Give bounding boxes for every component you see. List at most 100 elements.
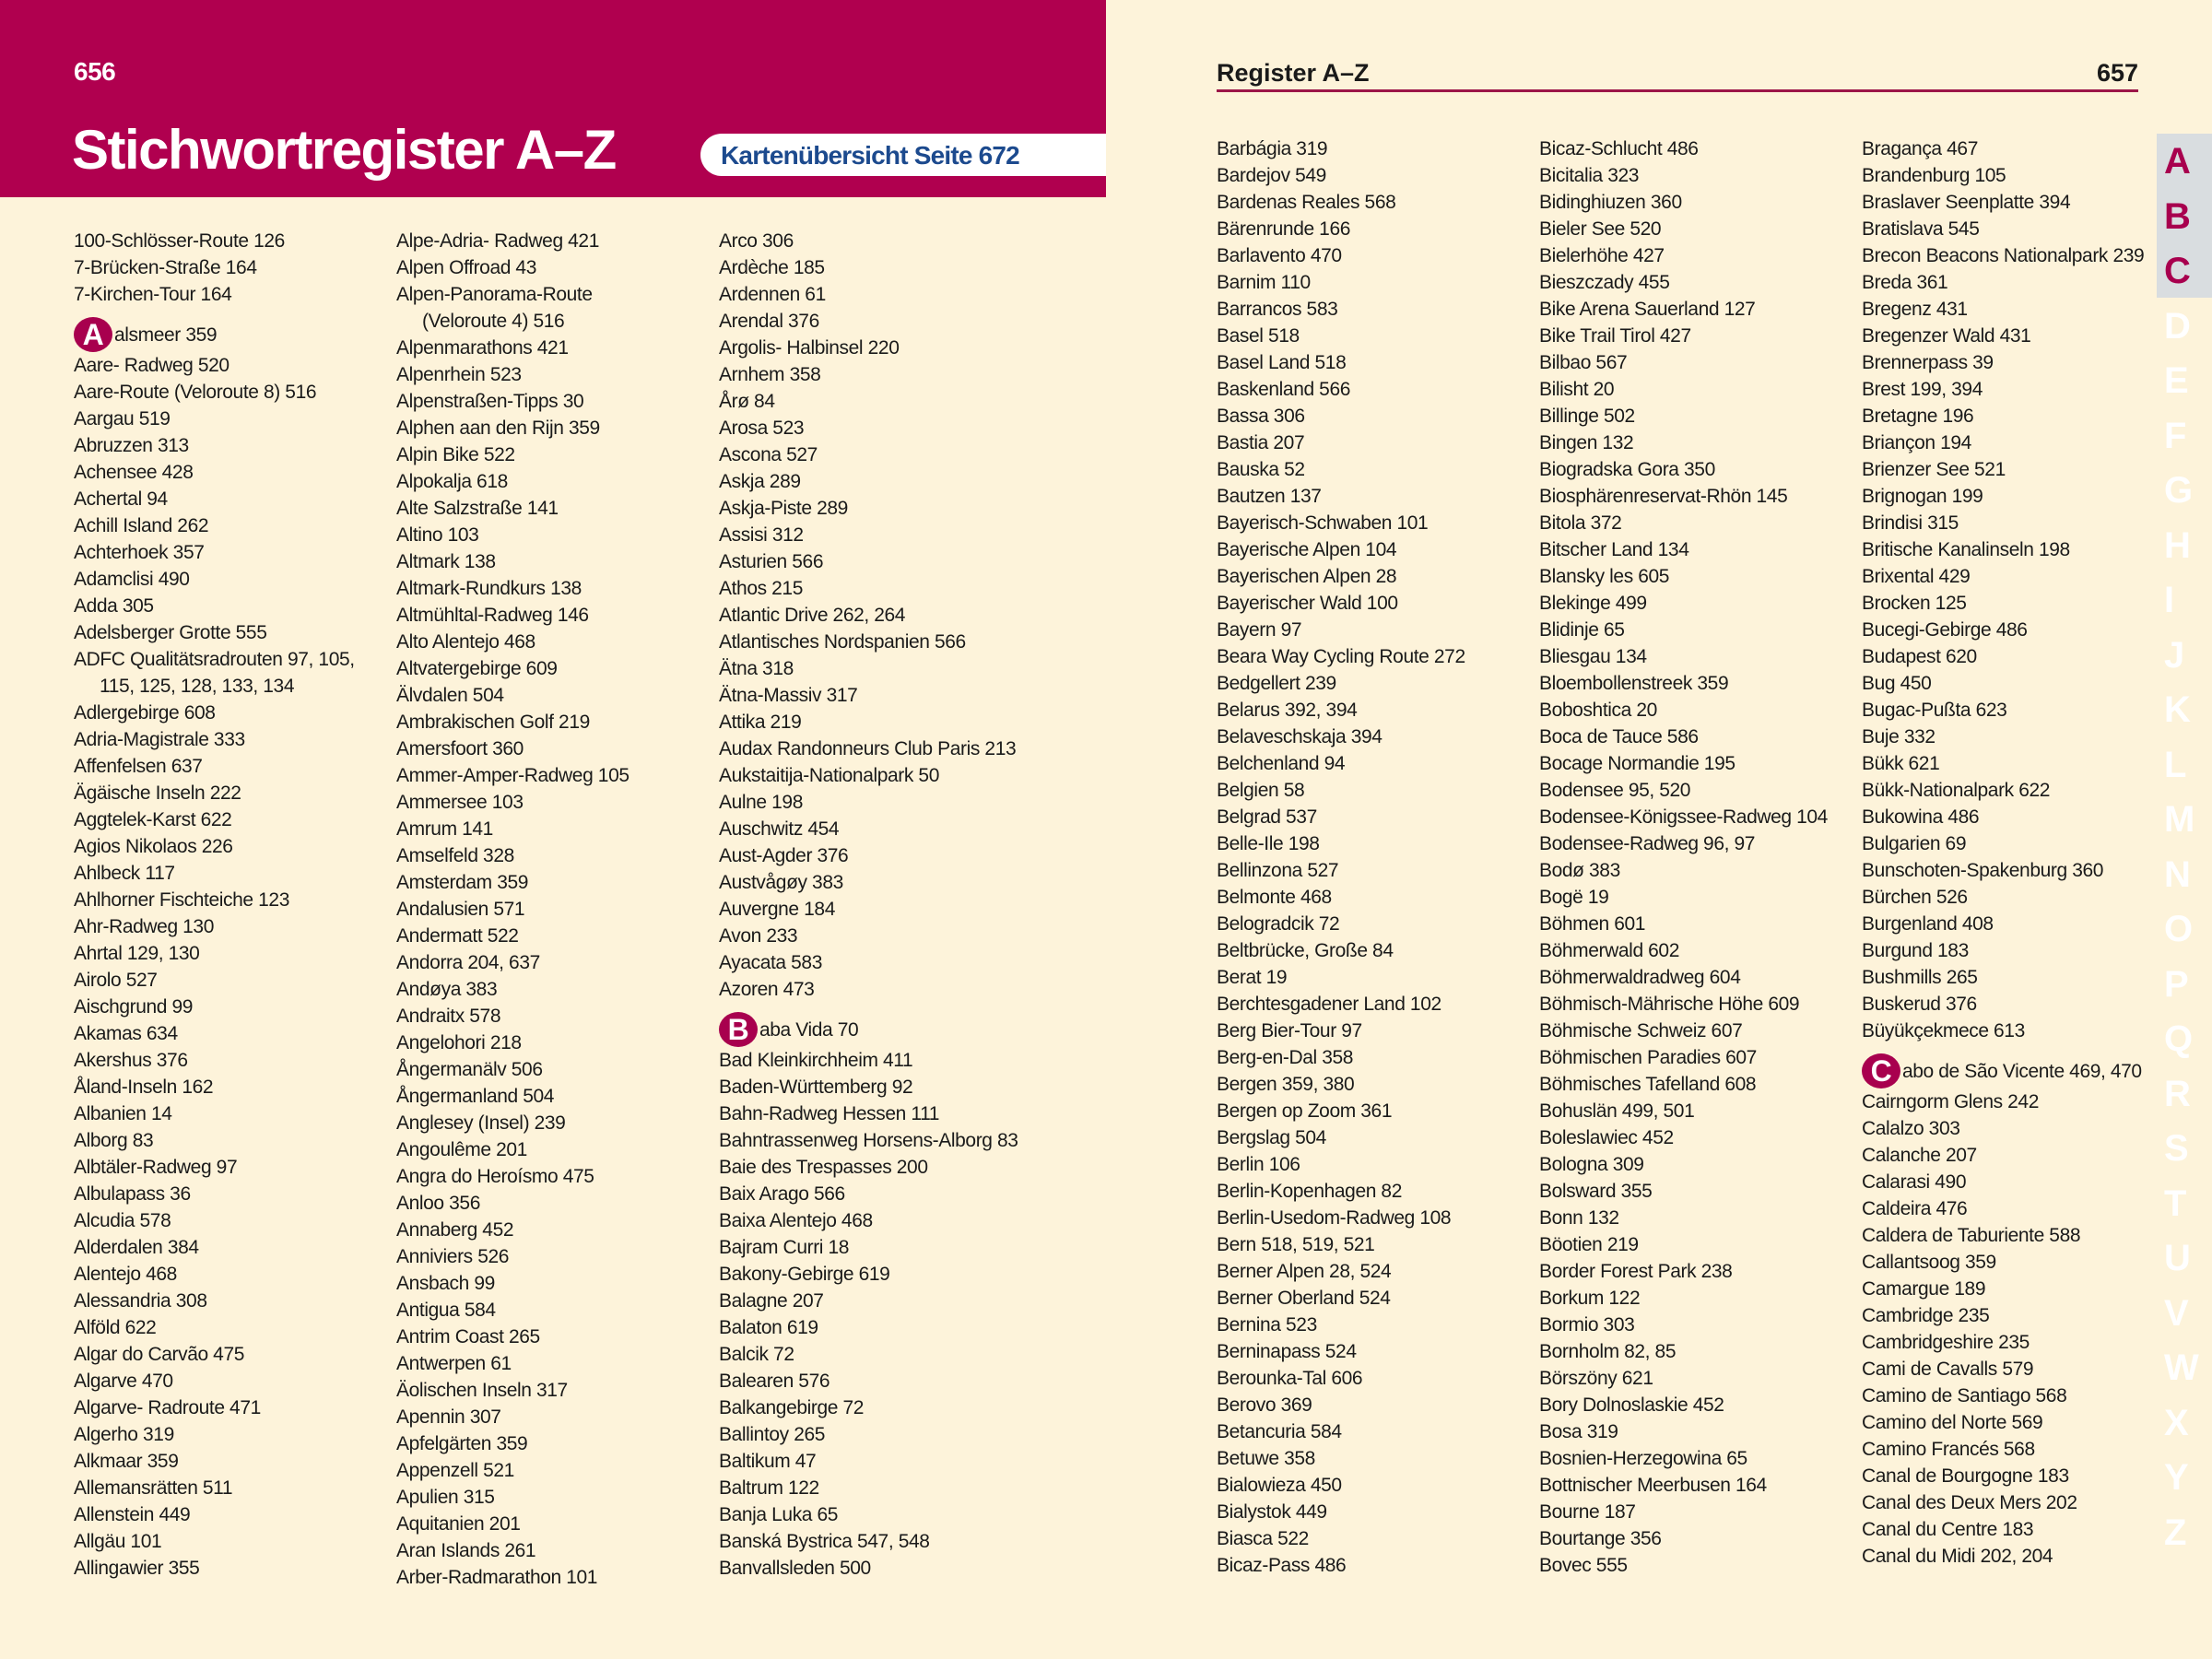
thumb-index-letter-n[interactable]: N [2164, 853, 2191, 895]
index-entry: Baden-Württemberg 92 [719, 1077, 913, 1098]
index-entry: Algar do Carvão 475 [74, 1344, 245, 1365]
thumb-index-letter-g[interactable]: G [2164, 470, 2194, 511]
index-entry: Alpe-Adria- Radweg 421 [396, 230, 599, 252]
index-entry: Bug 450 [1862, 673, 1932, 694]
index-entry: Bajram Curri 18 [719, 1237, 850, 1258]
index-entry: Brecon Beacons Nationalpark 239 [1862, 245, 2145, 266]
thumb-index-letter-o[interactable]: O [2164, 909, 2194, 949]
thumb-index-letter-d[interactable]: D [2164, 305, 2191, 347]
thumb-index-letter-q[interactable]: Q [2164, 1018, 2194, 1059]
index-entry: Berner Oberland 524 [1217, 1288, 1391, 1309]
index-entry: Bergen op Zoom 361 [1217, 1100, 1393, 1122]
thumb-index-letter-f[interactable]: F [2164, 415, 2187, 456]
index-entry: Abruzzen 313 [74, 435, 189, 456]
thumb-index-letter-c[interactable]: C [2164, 251, 2191, 291]
index-entry: Bodensee 95, 520 [1539, 780, 1691, 801]
index-column-4: Barbágia 319 Bardejov 549 Bardenas Reales … [1217, 135, 1535, 1579]
index-entry: Bastia 207 [1217, 432, 1305, 453]
index-entry: Bergslag 504 [1217, 1127, 1326, 1148]
index-entry: Angelohori 218 [396, 1032, 522, 1053]
index-entry: Balcik 72 [719, 1344, 794, 1365]
index-entry: Azoren 473 [719, 979, 815, 1000]
thumb-index-letter-z[interactable]: Z [2164, 1512, 2187, 1553]
index-entry: Buskerud 376 [1862, 994, 1977, 1015]
thumb-index-letter-m[interactable]: M [2164, 799, 2195, 840]
index-entry: Adamclisi 490 [74, 569, 190, 590]
index-entry: Ätna-Massiv 317 [719, 685, 858, 706]
thumb-index-letter-v[interactable]: V [2164, 1292, 2189, 1334]
index-entry: Bragança 467 [1862, 138, 1978, 159]
index-entry: Baixa Alentejo 468 [719, 1210, 873, 1231]
index-entry: Auschwitz 454 [719, 818, 840, 840]
index-entry: Camino Francés 568 [1862, 1439, 2035, 1460]
index-entry: Bad Kleinkirchheim 411 [719, 1050, 913, 1071]
thumb-index-letter-b[interactable]: B [2164, 195, 2191, 237]
index-entry: Bulgarien 69 [1862, 833, 1967, 854]
index-entry: Burgenland 408 [1862, 913, 1994, 935]
index-entry: Bicaz-Pass 486 [1217, 1555, 1347, 1576]
index-entry: Balagne 207 [719, 1290, 824, 1312]
index-entry: Canal du Centre 183 [1862, 1519, 2034, 1540]
index-entry: Amrum 141 [396, 818, 493, 840]
index-entry: Alpenmarathons 421 [396, 337, 569, 359]
index-entry: Brennerpass 39 [1862, 352, 1994, 373]
index-entry: Alte Salzstraße 141 [396, 498, 559, 519]
header-rule [1217, 89, 2138, 92]
thumb-index-letter-a[interactable]: A [2164, 141, 2191, 182]
index-entry: Berlin-Kopenhagen 82 [1217, 1181, 1402, 1202]
index-entry: Böotien 219 [1539, 1234, 1639, 1255]
index-entry: Büyükçekmece 613 [1862, 1020, 2025, 1041]
index-entry: Achertal 94 [74, 488, 168, 510]
index-entry: Avon 233 [719, 925, 798, 947]
index-entry: Bornholm 82, 85 [1539, 1341, 1677, 1362]
thumb-index-letter-j[interactable]: J [2164, 634, 2185, 676]
index-entry: Aggtelek-Karst 622 [74, 809, 232, 830]
index-entry: Berninapass 524 [1217, 1341, 1357, 1362]
index-entry: Bonn 132 [1539, 1207, 1619, 1229]
index-entry: Aran Islands 261 [396, 1540, 536, 1561]
index-entry: Bodensee-Königssee-Radweg 104 [1539, 806, 1828, 828]
index-entry: Bucegi-Gebirge 486 [1862, 619, 2028, 641]
index-entry: Arber-Radmarathon 101 [396, 1567, 598, 1588]
thumb-index-letter-e[interactable]: E [2164, 360, 2189, 401]
index-entry: Altmühltal-Radweg 146 [396, 605, 589, 626]
thumb-index-letter-r[interactable]: R [2164, 1073, 2191, 1114]
index-entry: Assisi 312 [719, 524, 804, 546]
index-entry: Brandenburg 105 [1862, 165, 2006, 186]
index-entry: Årø 84 [719, 391, 775, 412]
index-entry: Amselfeld 328 [396, 845, 514, 866]
running-header: Register A–Z [1217, 59, 1370, 87]
index-entry: Börszöny 621 [1539, 1368, 1653, 1389]
index-entry: Altmark 138 [396, 551, 496, 572]
thumb-index-letter-i[interactable]: I [2164, 580, 2175, 620]
index-entry: Andøya 383 [396, 979, 498, 1000]
index-entry: Cami de Cavalls 579 [1862, 1359, 2034, 1380]
index-entry: Biosphärenreservat-Rhön 145 [1539, 486, 1788, 507]
index-entry: Banvallsleden 500 [719, 1558, 871, 1579]
index-entry: Banská Bystrica 547, 548 [719, 1531, 930, 1552]
index-entry: Achill Island 262 [74, 515, 209, 536]
index-entry: Arendal 376 [719, 311, 819, 332]
thumb-index-letter-y[interactable]: Y [2164, 1457, 2189, 1498]
index-entry: Caldera de Taburiente 588 [1862, 1225, 2081, 1246]
thumb-index-letter-w[interactable]: W [2164, 1347, 2199, 1388]
thumb-index-letter-t[interactable]: T [2164, 1182, 2187, 1224]
index-entry: Belaveschskaja 394 [1217, 726, 1382, 747]
index-entry: Berchtesgadener Land 102 [1217, 994, 1441, 1015]
thumb-index-letter-k[interactable]: K [2164, 689, 2191, 730]
thumb-index-letter-l[interactable]: L [2164, 744, 2187, 785]
index-entry: Alpenstraßen-Tipps 30 [396, 391, 584, 412]
index-entry: Asturien 566 [719, 551, 824, 572]
thumb-index-letter-h[interactable]: H [2164, 524, 2191, 566]
thumb-index-letter-x[interactable]: X [2164, 1402, 2189, 1443]
index-entry: Blidinje 65 [1539, 619, 1625, 641]
index-entry: Belogradcik 72 [1217, 913, 1340, 935]
thumb-index-letter-s[interactable]: S [2164, 1128, 2189, 1169]
index-entry: Allgäu 101 [74, 1531, 162, 1552]
thumb-index-letter-p[interactable]: P [2164, 963, 2189, 1005]
index-entry: Aquitanien 201 [396, 1513, 521, 1535]
index-entry: Audax Randonneurs Club Paris 213 [719, 738, 1017, 759]
index-entry: Berlin 106 [1217, 1154, 1300, 1175]
thumb-index-letter-u[interactable]: U [2164, 1238, 2191, 1278]
index-entry: Bike Arena Sauerland 127 [1539, 299, 1756, 320]
